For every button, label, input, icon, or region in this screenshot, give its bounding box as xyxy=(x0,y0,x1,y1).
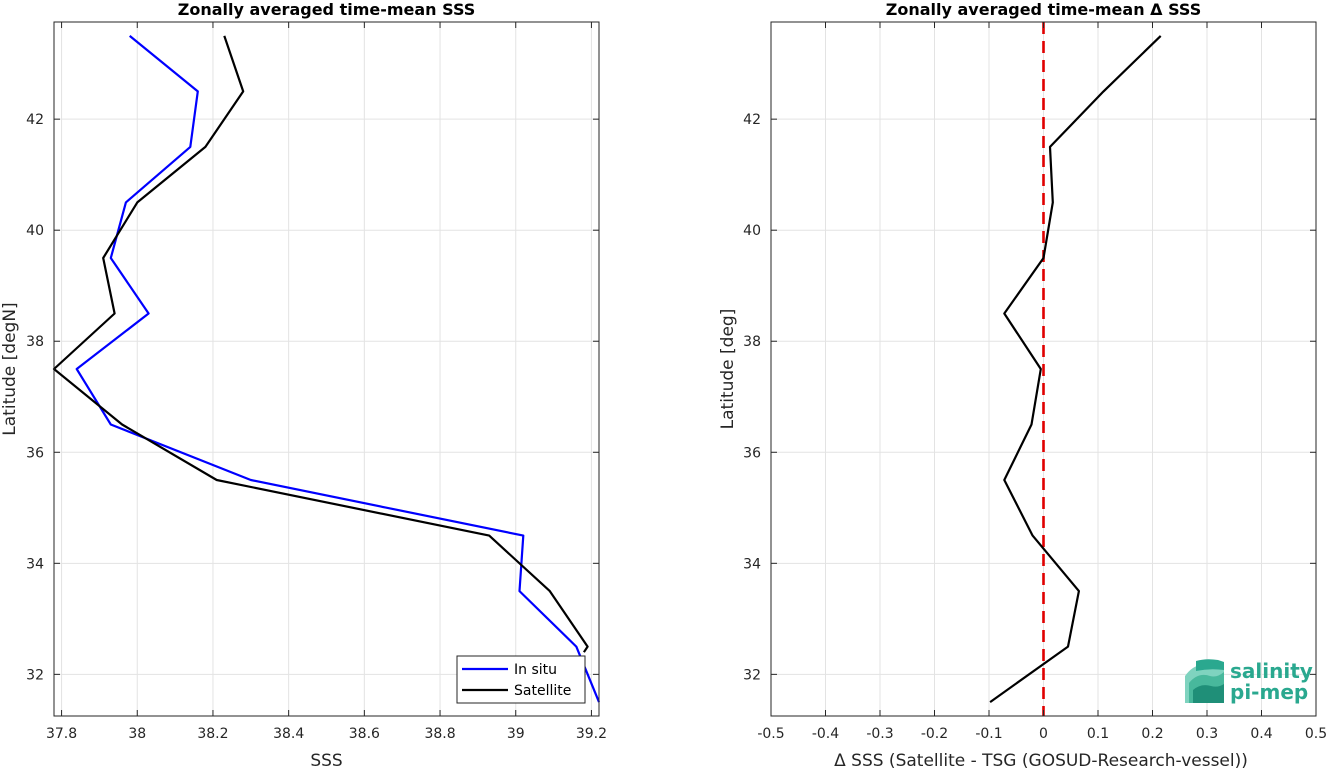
sss-x-tick-label: 37.8 xyxy=(46,726,77,742)
sss-x-tick-label: 38 xyxy=(128,726,146,742)
delta-x-tick-label: 0.4 xyxy=(1250,726,1272,742)
delta-series xyxy=(989,35,1162,703)
sss-legend: In situ Satellite xyxy=(456,655,586,704)
delta-y-tick-label: 40 xyxy=(743,223,761,239)
logo-line1: salinity xyxy=(1230,659,1313,683)
sss-x-tick-label: 39 xyxy=(507,726,525,742)
sss-panel: 37.8 38 38.2 38.4 38.6 38.8 39 39.2 32 34 36 38 40 42… xyxy=(0,0,607,769)
sss-x-tick-label: 38.8 xyxy=(424,726,455,742)
legend-in-situ-label: In situ xyxy=(514,662,557,678)
delta-x-axis-label: Δ SSS (Satellite - TSG (GOSUD-Research-v… xyxy=(834,751,1248,769)
delta-sss-panel: -0.5 -0.4 -0.3 -0.2 -0.1 0 0.1 0.2 0.3 0.4 0.5 32 34… xyxy=(718,0,1327,769)
sss-y-tick-label: 38 xyxy=(26,334,44,350)
delta-title: Zonally averaged time-mean Δ SSS xyxy=(886,0,1202,19)
sss-x-tick-label: 39.2 xyxy=(576,726,607,742)
sss-plot-area xyxy=(54,22,599,716)
sss-x-tick-label: 38.4 xyxy=(273,726,304,742)
delta-ticks: -0.5 -0.4 -0.3 -0.2 -0.1 0 0.1 0.2 0.3 0.4 0.5 32 34… xyxy=(743,22,1327,742)
sss-y-axis-label: Latitude [degN] xyxy=(0,302,20,435)
delta-x-tick-label: 0 xyxy=(1039,726,1048,742)
sss-grid xyxy=(54,22,599,716)
delta-x-tick-label: 0.5 xyxy=(1305,726,1327,742)
sss-y-tick-label: 34 xyxy=(26,556,44,572)
sss-series-line-in-situ xyxy=(75,35,601,703)
sss-x-tick-label: 38.6 xyxy=(349,726,380,742)
delta-x-tick-label: -0.3 xyxy=(866,726,893,742)
salinity-pimep-logo: salinity pi-mep xyxy=(1185,659,1313,704)
delta-y-axis-label: Latitude [deg] xyxy=(718,309,738,430)
delta-y-tick-label: 42 xyxy=(743,112,761,128)
delta-x-tick-label: 0.2 xyxy=(1141,726,1163,742)
sss-x-tick-label: 38.2 xyxy=(197,726,228,742)
sss-y-tick-label: 36 xyxy=(26,445,44,461)
delta-y-tick-label: 36 xyxy=(743,445,761,461)
sss-y-tick-label: 40 xyxy=(26,223,44,239)
delta-x-tick-label: -0.5 xyxy=(757,726,784,742)
delta-y-tick-label: 34 xyxy=(743,556,761,572)
delta-x-tick-label: -0.1 xyxy=(975,726,1002,742)
delta-x-tick-label: 0.1 xyxy=(1087,726,1109,742)
logo-wave-icon xyxy=(1185,659,1224,703)
delta-x-tick-label: -0.2 xyxy=(921,726,948,742)
sss-y-tick-label: 42 xyxy=(26,112,44,128)
delta-series-line-delta xyxy=(989,35,1162,703)
sss-title: Zonally averaged time-mean SSS xyxy=(178,0,476,19)
sss-ticks: 37.8 38 38.2 38.4 38.6 38.8 39 39.2 32 34 36 38 40 42 xyxy=(26,22,607,742)
legend-satellite-label: Satellite xyxy=(514,683,571,699)
delta-x-tick-label: 0.3 xyxy=(1196,726,1218,742)
delta-y-tick-label: 38 xyxy=(743,334,761,350)
sss-x-axis-label: SSS xyxy=(310,751,342,769)
sss-y-tick-label: 32 xyxy=(26,667,44,683)
legend-box xyxy=(456,655,586,704)
delta-x-tick-label: -0.4 xyxy=(812,726,839,742)
logo-line2: pi-mep xyxy=(1230,680,1308,704)
delta-y-tick-label: 32 xyxy=(743,667,761,683)
sss-axes-box xyxy=(53,21,600,717)
